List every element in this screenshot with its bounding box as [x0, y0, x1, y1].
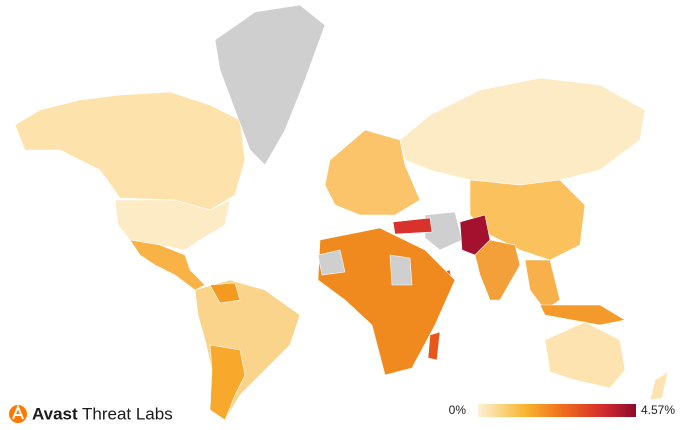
africa [317, 227, 456, 376]
turkey [392, 217, 433, 235]
legend-min-label: 0% [449, 403, 467, 417]
australia [544, 321, 626, 389]
mexico [129, 239, 206, 291]
russia [399, 77, 646, 186]
europe [324, 129, 421, 216]
canada [14, 91, 246, 211]
madagascar [427, 331, 441, 361]
legend: 0% 4.57% [449, 403, 676, 417]
legend-max-label: 4.57% [641, 403, 675, 417]
new-zealand [649, 371, 669, 401]
iran-region [424, 211, 463, 251]
brand-logo-mark [12, 404, 24, 420]
argentina [209, 344, 246, 421]
brand-product: Threat Labs [82, 404, 173, 423]
brand: Avast Threat Labs [9, 404, 173, 423]
greenland [214, 4, 326, 166]
southeast-asia [524, 259, 561, 311]
color-scale [478, 404, 636, 417]
brand-name: Avast [32, 404, 78, 423]
sudan-region [389, 254, 413, 286]
sahara-gaps [317, 249, 346, 276]
venezuela [209, 282, 241, 304]
usa [114, 199, 231, 251]
indonesia [539, 304, 626, 326]
world-map [14, 4, 669, 421]
india [474, 239, 521, 301]
